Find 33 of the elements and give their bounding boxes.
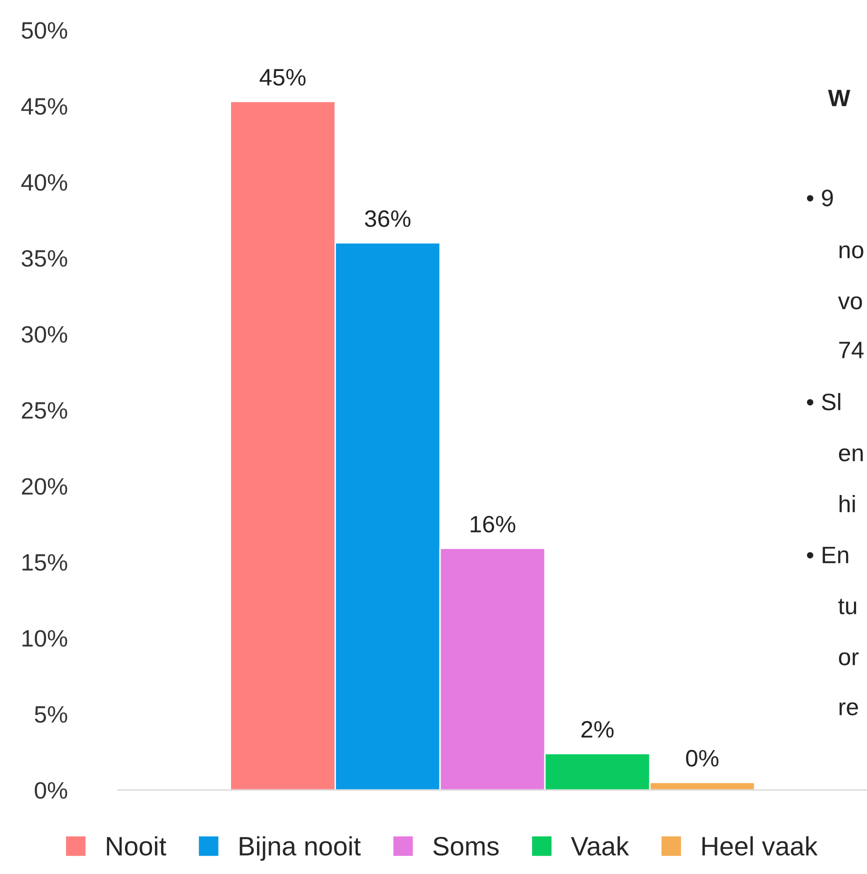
y-tick-label: 25% <box>22 402 68 419</box>
annotation: tu <box>838 598 856 614</box>
annotation: • Sl <box>806 392 840 410</box>
y-tick-label: 50% <box>22 22 68 39</box>
annotation: hi <box>840 494 855 512</box>
y-tick-label: 30% <box>22 326 68 343</box>
annotation: • En <box>806 546 848 564</box>
data-label: 16% <box>470 516 516 533</box>
legend-label: Nooit <box>106 836 166 856</box>
y-tick-label: 45% <box>21 98 68 115</box>
annotation: re <box>840 702 858 716</box>
annotation: W <box>828 90 850 106</box>
y-tick-label: 10% <box>22 630 68 647</box>
legend-label: Bijna nooit <box>240 836 361 861</box>
annotation: or <box>838 652 859 666</box>
y-tick-label: 5% <box>34 706 68 723</box>
data-label: 36% <box>364 210 410 228</box>
annotation: en <box>839 448 863 462</box>
y-tick-label: 40% <box>21 174 68 191</box>
legend-label: Vaak <box>570 836 630 856</box>
annotation: • 9 <box>806 190 833 206</box>
legend-label: Heel vaak <box>702 836 818 856</box>
legend-label: Soms <box>433 836 499 856</box>
y-tick-label: 35% <box>22 250 68 267</box>
annotation: vo <box>838 296 862 310</box>
y-tick-label: 15% <box>22 554 68 571</box>
y-tick-label: 0% <box>34 782 68 799</box>
annotation: 74 <box>839 342 864 358</box>
data-label: 45% <box>260 69 306 86</box>
y-tick-label: 20% <box>22 478 68 495</box>
data-label: 2% <box>581 721 614 738</box>
annotation: no <box>840 245 864 258</box>
data-label: 0% <box>686 750 718 767</box>
